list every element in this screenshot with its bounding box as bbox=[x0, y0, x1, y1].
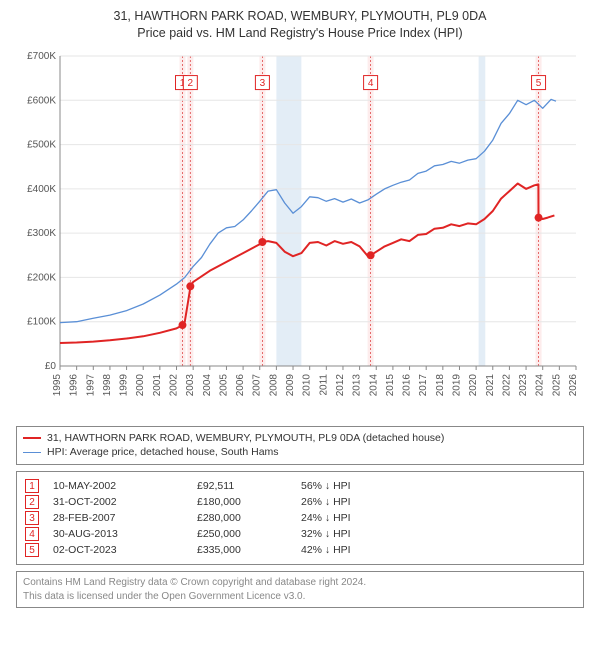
svg-text:2009: 2009 bbox=[285, 373, 296, 396]
svg-text:2008: 2008 bbox=[268, 373, 279, 396]
svg-text:1997: 1997 bbox=[85, 373, 96, 396]
event-price: £250,000 bbox=[197, 528, 287, 540]
chart-title-block: 31, HAWTHORN PARK ROAD, WEMBURY, PLYMOUT… bbox=[14, 8, 586, 42]
event-date: 02-OCT-2023 bbox=[53, 544, 183, 556]
svg-text:2018: 2018 bbox=[435, 373, 446, 396]
svg-text:3: 3 bbox=[260, 78, 266, 89]
legend-label: HPI: Average price, detached house, Sout… bbox=[47, 445, 279, 460]
svg-text:2016: 2016 bbox=[402, 373, 413, 396]
legend-row: 31, HAWTHORN PARK ROAD, WEMBURY, PLYMOUT… bbox=[23, 431, 577, 446]
event-date: 31-OCT-2002 bbox=[53, 496, 183, 508]
event-row: 2 31-OCT-2002 £180,000 26% ↓ HPI bbox=[25, 494, 575, 510]
svg-text:2004: 2004 bbox=[202, 373, 213, 396]
event-number-badge: 3 bbox=[25, 511, 39, 525]
svg-text:£200K: £200K bbox=[27, 272, 56, 283]
event-price: £335,000 bbox=[197, 544, 287, 556]
svg-text:4: 4 bbox=[368, 78, 374, 89]
svg-text:2014: 2014 bbox=[368, 373, 379, 396]
event-row: 3 28-FEB-2007 £280,000 24% ↓ HPI bbox=[25, 510, 575, 526]
svg-text:2003: 2003 bbox=[185, 373, 196, 396]
svg-text:5: 5 bbox=[536, 78, 542, 89]
svg-text:2: 2 bbox=[188, 78, 194, 89]
svg-text:2024: 2024 bbox=[535, 373, 546, 396]
events-table: 1 10-MAY-2002 £92,511 56% ↓ HPI 2 31-OCT-2002… bbox=[16, 471, 584, 565]
svg-text:£500K: £500K bbox=[27, 139, 56, 150]
event-pct-vs-hpi: 24% ↓ HPI bbox=[301, 512, 575, 524]
event-pct-vs-hpi: 42% ↓ HPI bbox=[301, 544, 575, 556]
svg-text:2023: 2023 bbox=[518, 373, 529, 396]
svg-text:2026: 2026 bbox=[568, 373, 579, 396]
legend-swatch bbox=[23, 452, 41, 453]
svg-text:2012: 2012 bbox=[335, 373, 346, 396]
event-row: 5 02-OCT-2023 £335,000 42% ↓ HPI bbox=[25, 542, 575, 558]
svg-text:£0: £0 bbox=[45, 361, 57, 372]
footer-attribution: Contains HM Land Registry data © Crown c… bbox=[16, 571, 584, 608]
svg-text:2015: 2015 bbox=[385, 373, 396, 396]
legend-label: 31, HAWTHORN PARK ROAD, WEMBURY, PLYMOUT… bbox=[47, 431, 444, 446]
title-line-1: 31, HAWTHORN PARK ROAD, WEMBURY, PLYMOUT… bbox=[14, 8, 586, 25]
svg-text:2002: 2002 bbox=[169, 373, 180, 396]
svg-text:2000: 2000 bbox=[135, 373, 146, 396]
event-price: £92,511 bbox=[197, 480, 287, 492]
svg-text:2013: 2013 bbox=[352, 373, 363, 396]
svg-text:2022: 2022 bbox=[501, 373, 512, 396]
svg-text:1998: 1998 bbox=[102, 373, 113, 396]
price-chart-svg: 12345£0£100K£200K£300K£400K£500K£600K£70… bbox=[14, 48, 586, 418]
svg-text:2001: 2001 bbox=[152, 373, 163, 396]
svg-text:2010: 2010 bbox=[302, 373, 313, 396]
svg-text:£700K: £700K bbox=[27, 51, 56, 62]
svg-text:2021: 2021 bbox=[485, 373, 496, 396]
event-pct-vs-hpi: 32% ↓ HPI bbox=[301, 528, 575, 540]
svg-text:1999: 1999 bbox=[119, 373, 130, 396]
svg-text:1996: 1996 bbox=[69, 373, 80, 396]
event-price: £280,000 bbox=[197, 512, 287, 524]
svg-text:2025: 2025 bbox=[551, 373, 562, 396]
svg-text:£600K: £600K bbox=[27, 95, 56, 106]
event-number-badge: 2 bbox=[25, 495, 39, 509]
event-row: 1 10-MAY-2002 £92,511 56% ↓ HPI bbox=[25, 478, 575, 494]
event-date: 10-MAY-2002 bbox=[53, 480, 183, 492]
legend-row: HPI: Average price, detached house, Sout… bbox=[23, 445, 577, 460]
event-date: 28-FEB-2007 bbox=[53, 512, 183, 524]
svg-text:2005: 2005 bbox=[218, 373, 229, 396]
title-line-2: Price paid vs. HM Land Registry's House … bbox=[14, 25, 586, 42]
svg-text:2006: 2006 bbox=[235, 373, 246, 396]
event-price: £180,000 bbox=[197, 496, 287, 508]
event-pct-vs-hpi: 56% ↓ HPI bbox=[301, 480, 575, 492]
svg-text:2011: 2011 bbox=[318, 373, 329, 395]
svg-text:£400K: £400K bbox=[27, 184, 56, 195]
event-number-badge: 5 bbox=[25, 543, 39, 557]
event-number-badge: 1 bbox=[25, 479, 39, 493]
event-number-badge: 4 bbox=[25, 527, 39, 541]
event-pct-vs-hpi: 26% ↓ HPI bbox=[301, 496, 575, 508]
svg-text:2007: 2007 bbox=[252, 373, 263, 396]
footer-line-1: Contains HM Land Registry data © Crown c… bbox=[23, 576, 577, 590]
event-date: 30-AUG-2013 bbox=[53, 528, 183, 540]
svg-text:2017: 2017 bbox=[418, 373, 429, 396]
svg-text:1995: 1995 bbox=[52, 373, 63, 396]
svg-text:£300K: £300K bbox=[27, 228, 56, 239]
legend-swatch bbox=[23, 437, 41, 439]
footer-line-2: This data is licensed under the Open Gov… bbox=[23, 590, 577, 604]
svg-text:2020: 2020 bbox=[468, 373, 479, 396]
svg-text:2019: 2019 bbox=[451, 373, 462, 396]
legend-box: 31, HAWTHORN PARK ROAD, WEMBURY, PLYMOUT… bbox=[16, 426, 584, 465]
event-row: 4 30-AUG-2013 £250,000 32% ↓ HPI bbox=[25, 526, 575, 542]
chart-area: 12345£0£100K£200K£300K£400K£500K£600K£70… bbox=[14, 48, 586, 418]
svg-text:£100K: £100K bbox=[27, 316, 56, 327]
